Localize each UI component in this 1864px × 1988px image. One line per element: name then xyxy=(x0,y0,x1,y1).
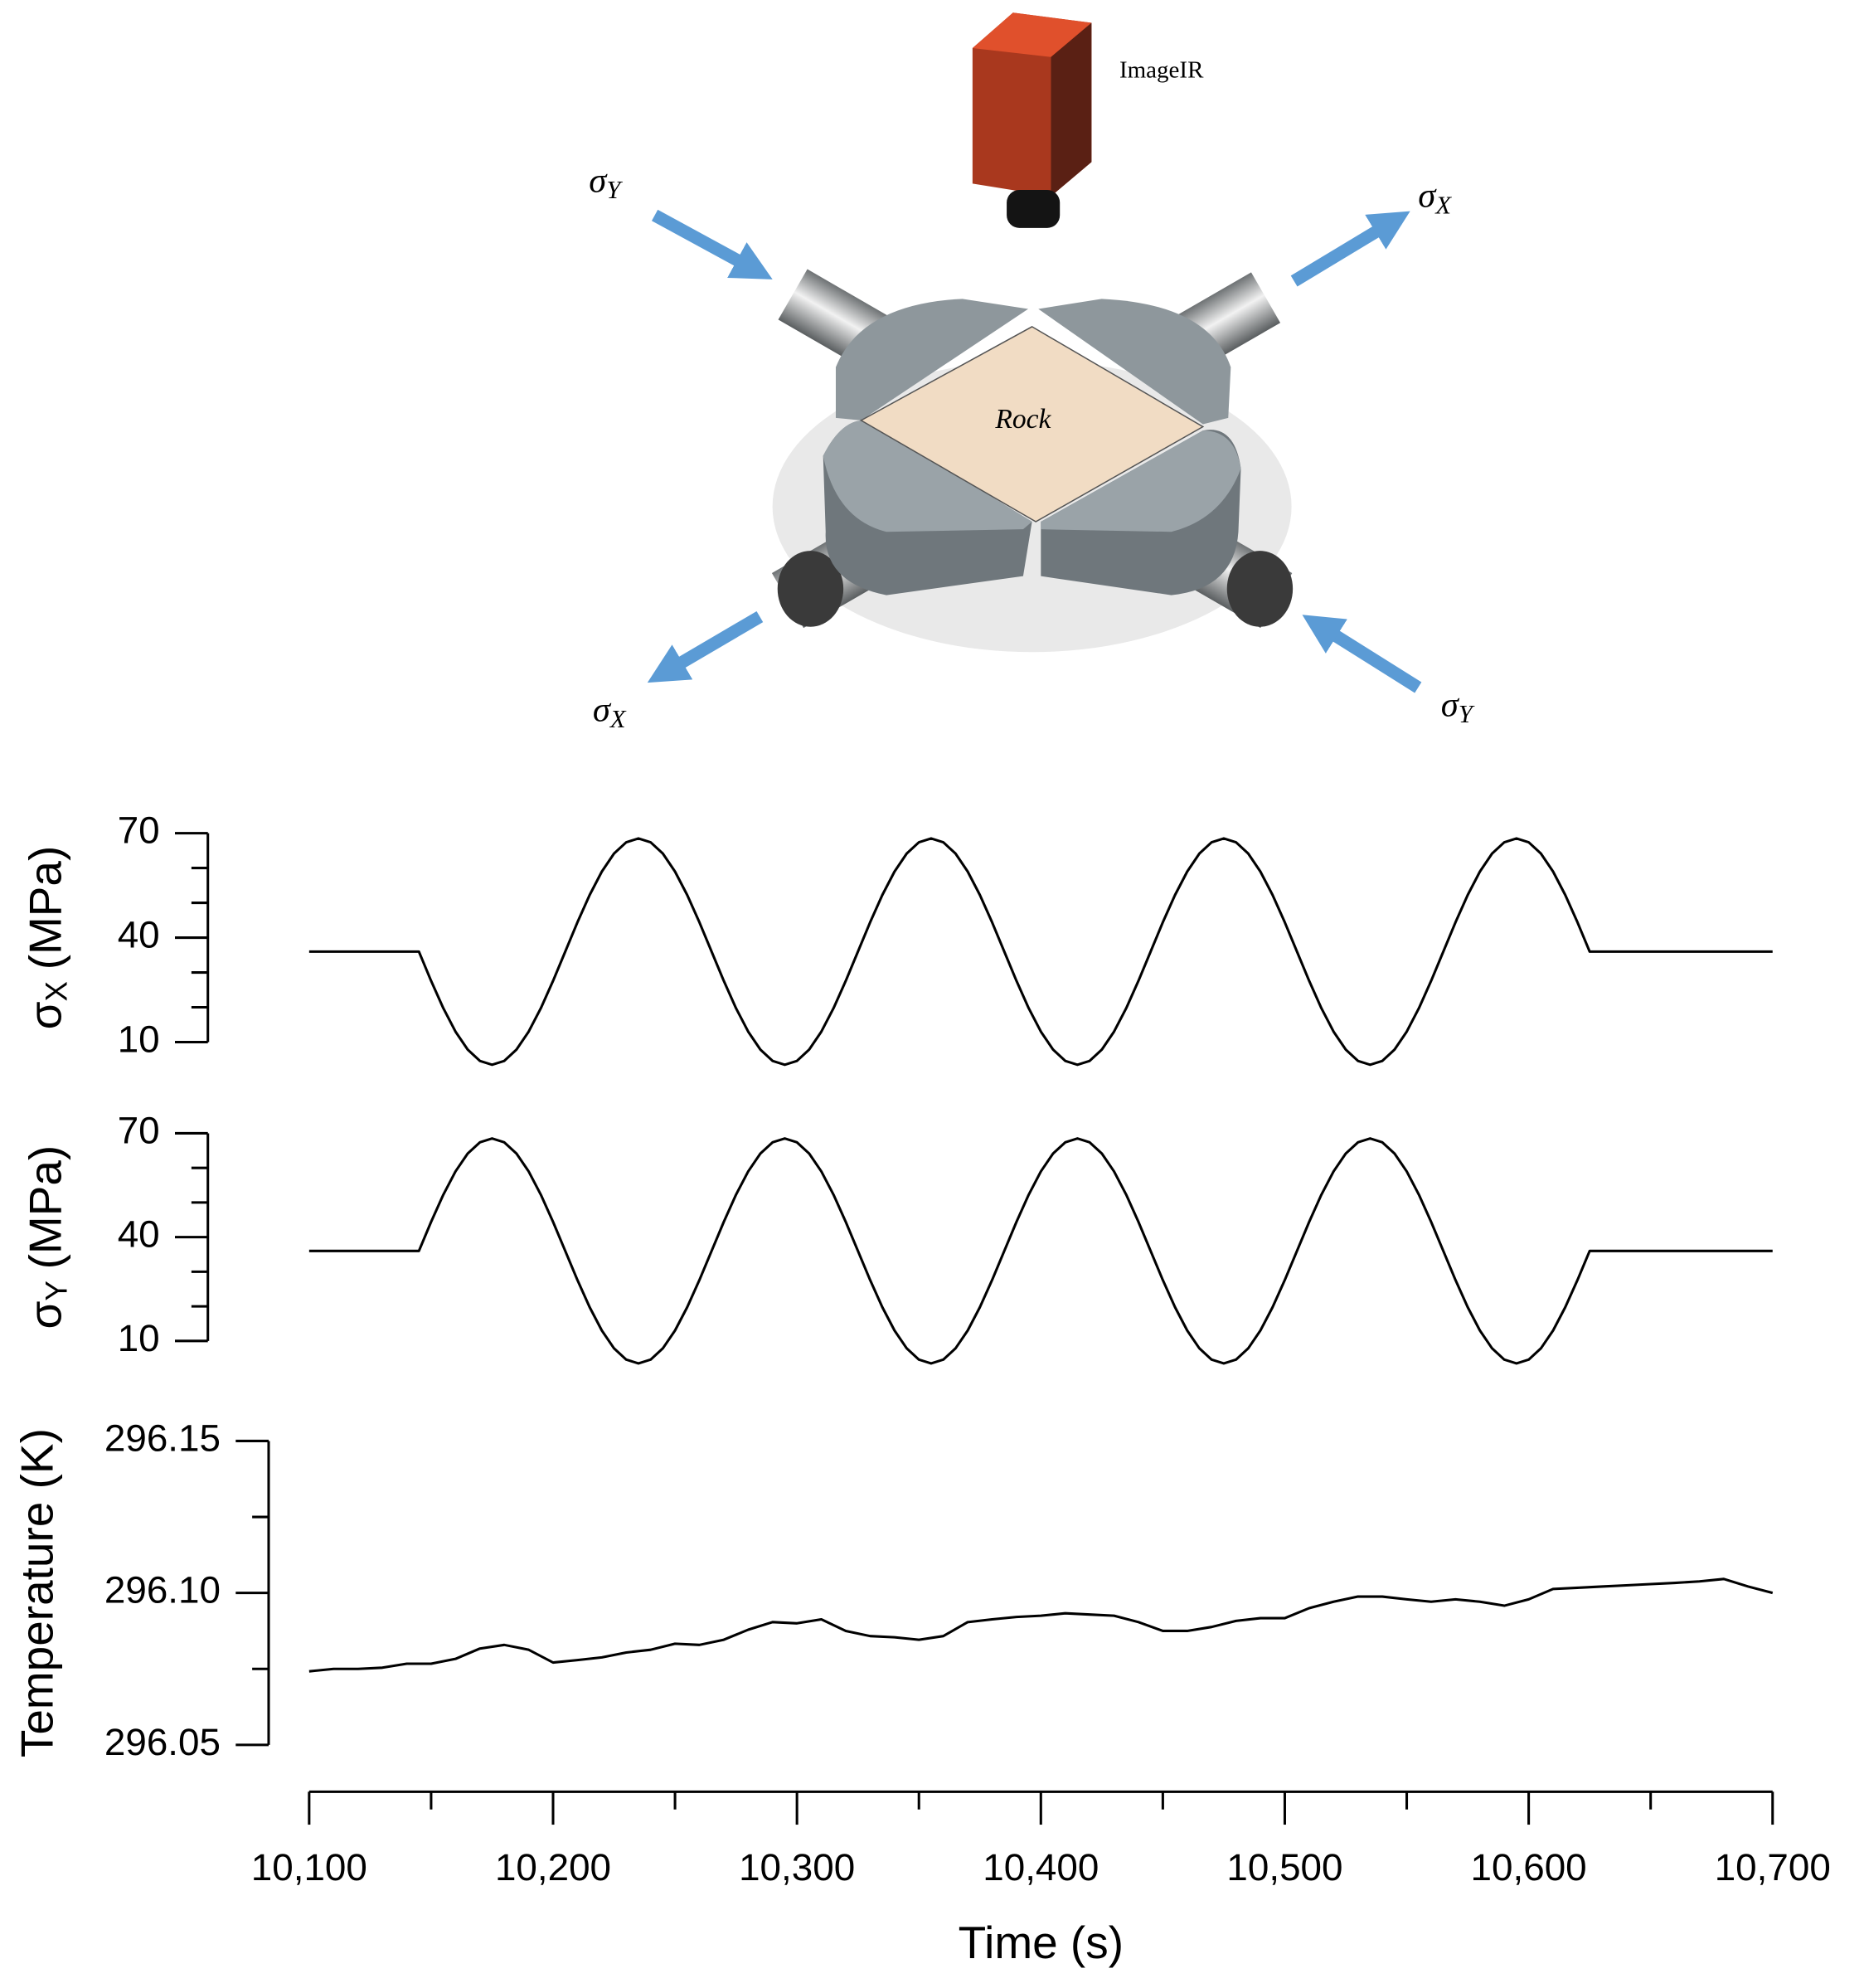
stress-subscript: Y xyxy=(606,176,623,204)
y-tick-label: 40 xyxy=(118,914,160,956)
x-tick-label: 10,700 xyxy=(1715,1846,1831,1888)
y-tick-label: 10 xyxy=(118,1018,160,1061)
data-line xyxy=(308,837,1773,1067)
platen-top xyxy=(1041,430,1241,532)
y-label-unit: (MPa) xyxy=(19,1145,70,1270)
y-axis-label: Temperature (K) xyxy=(12,1428,63,1757)
y-tick-label: 70 xyxy=(118,1110,160,1152)
rock-label: Rock xyxy=(994,404,1051,435)
stress-symbol: σ xyxy=(1441,685,1460,724)
stress-subscript: Y xyxy=(1459,700,1475,728)
y-tick-label: 40 xyxy=(118,1213,160,1256)
piston-face xyxy=(777,551,844,627)
stress-label: σY xyxy=(589,161,623,204)
stress-subscript: X xyxy=(1434,191,1452,219)
stress-symbol: σ xyxy=(589,161,608,200)
y-axis-label: σX (MPa) xyxy=(19,846,73,1030)
y-label-subscript: Y xyxy=(39,1281,73,1300)
stress-symbol: σ xyxy=(1418,177,1437,216)
y-label-symbol: σ xyxy=(19,1300,70,1329)
camera-lens xyxy=(1007,190,1061,228)
y-tick-label: 10 xyxy=(118,1317,160,1359)
platen xyxy=(1038,299,1231,425)
stress-symbol: σ xyxy=(593,690,612,729)
y-tick-label: 70 xyxy=(118,809,160,852)
y-tick-label: 296.15 xyxy=(104,1417,221,1460)
platen-top xyxy=(823,420,1032,532)
piston-face xyxy=(1226,551,1294,627)
stress-arrow xyxy=(651,209,773,279)
y-label-symbol: σ xyxy=(19,1001,70,1029)
stress-label: σX xyxy=(593,690,627,733)
x-axis-label: Time (s) xyxy=(959,1917,1124,1968)
y-tick-label: 296.05 xyxy=(104,1721,221,1763)
stress-arrow xyxy=(647,610,764,683)
data-line xyxy=(308,1137,1773,1365)
stress-subscript: X xyxy=(609,705,627,733)
platen xyxy=(835,299,1029,420)
data-line xyxy=(308,1577,1774,1673)
stress-label: σX xyxy=(1418,177,1452,220)
apparatus-diagram: Rock ImageIR σY σX σX σY xyxy=(589,12,1475,733)
x-tick-label: 10,600 xyxy=(1471,1846,1587,1888)
y-tick-label: 296.10 xyxy=(104,1569,221,1611)
camera-side xyxy=(1051,22,1092,197)
camera-top xyxy=(972,12,1092,57)
stress-label: σY xyxy=(1441,685,1475,728)
stress-arrow xyxy=(1290,211,1410,287)
camera-label: ImageIR xyxy=(1119,57,1204,84)
x-tick-label: 10,500 xyxy=(1226,1846,1342,1888)
y-axis-label: σY (MPa) xyxy=(19,1145,73,1329)
x-tick-label: 10,100 xyxy=(251,1846,367,1888)
x-tick-label: 10,400 xyxy=(983,1846,1099,1888)
y-label-subscript: X xyxy=(39,981,73,1001)
rock-sample xyxy=(859,326,1205,523)
stress-arrow xyxy=(1302,615,1422,693)
x-tick-label: 10,300 xyxy=(739,1846,855,1888)
y-label-unit: (MPa) xyxy=(19,846,70,970)
x-tick-label: 10,200 xyxy=(495,1846,611,1888)
